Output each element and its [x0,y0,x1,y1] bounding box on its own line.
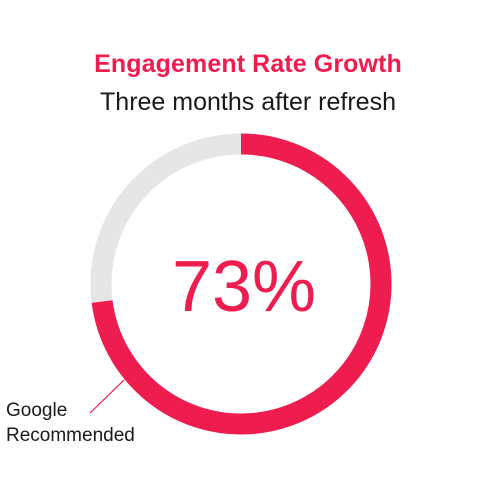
chart-subtitle: Three months after refresh [100,88,396,116]
donut-slice-value [91,133,392,435]
annotation-leader-line [89,379,125,414]
slice-annotation: Google Recommended [6,398,135,448]
chart-title: Engagement Rate Growth [94,50,402,78]
annotation-line-1: Google [6,400,68,421]
annotation-line-2: Recommended [6,425,135,446]
donut-center-value: 73% [172,247,316,327]
